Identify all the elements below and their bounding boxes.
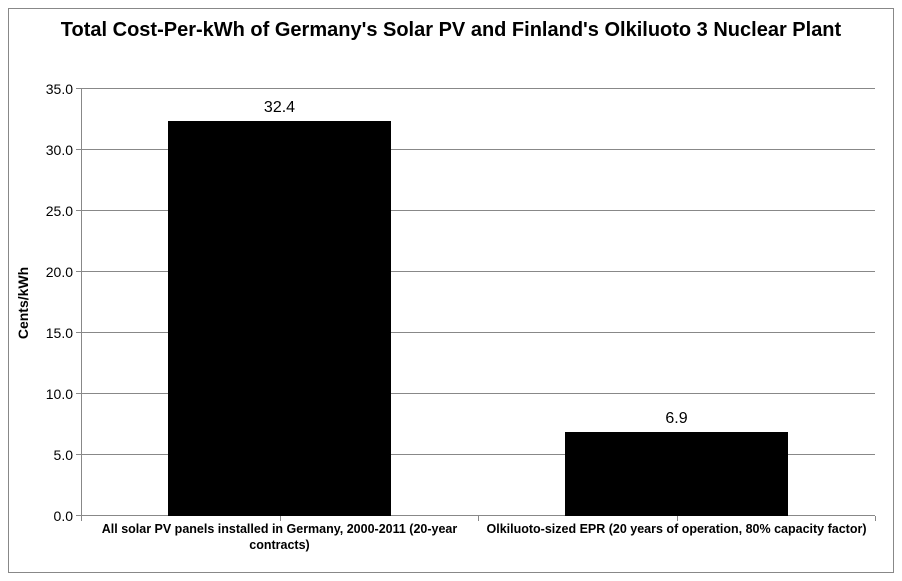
x-tick-mark xyxy=(478,516,479,521)
chart-title: Total Cost-Per-kWh of Germany's Solar PV… xyxy=(9,9,893,43)
x-tick-label: All solar PV panels installed in Germany… xyxy=(85,516,474,553)
gridline xyxy=(81,88,875,89)
y-tick-label: 15.0 xyxy=(46,325,81,341)
chart-container: Total Cost-Per-kWh of Germany's Solar PV… xyxy=(8,8,894,573)
y-tick-label: 0.0 xyxy=(54,508,81,524)
x-tick-mark xyxy=(875,516,876,521)
y-tick-label: 30.0 xyxy=(46,142,81,158)
x-tick-mark xyxy=(677,516,678,521)
x-tick-mark xyxy=(280,516,281,521)
bar xyxy=(565,432,787,516)
y-axis-line xyxy=(81,89,82,516)
y-tick-label: 5.0 xyxy=(54,447,81,463)
y-tick-label: 10.0 xyxy=(46,386,81,402)
plot-area: 0.05.010.015.020.025.030.035.032.4All so… xyxy=(81,89,875,516)
value-label: 32.4 xyxy=(264,99,295,117)
value-label: 6.9 xyxy=(665,410,687,428)
x-tick-mark xyxy=(81,516,82,521)
y-tick-label: 25.0 xyxy=(46,203,81,219)
y-tick-label: 35.0 xyxy=(46,81,81,97)
bar xyxy=(168,121,390,516)
y-tick-label: 20.0 xyxy=(46,264,81,280)
y-axis-label: Cents/kWh xyxy=(15,266,31,338)
